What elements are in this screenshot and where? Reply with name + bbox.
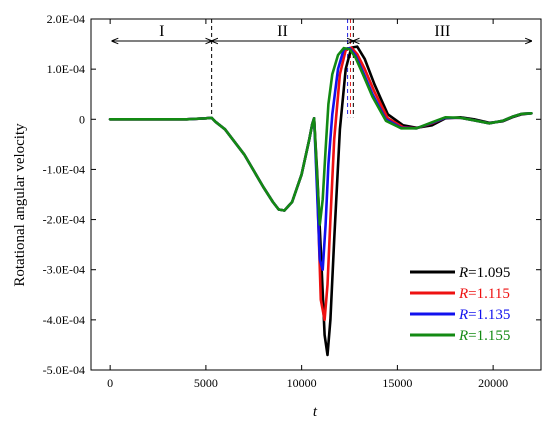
y-tick-label: 1.0E-04 — [47, 62, 85, 76]
region-dividers — [211, 19, 354, 118]
legend-label: R=1.155 — [458, 328, 510, 344]
y-axis-title: Rotational angular velocity — [12, 123, 28, 287]
y-tick-label: -4.0E-04 — [43, 313, 85, 327]
legend-label: R=1.115 — [458, 286, 510, 302]
x-tick-label: 5000 — [194, 376, 218, 390]
region-label: I — [159, 23, 164, 40]
y-tick-label: -5.0E-04 — [43, 363, 85, 377]
y-tick-label: 2.0E-04 — [47, 12, 85, 26]
region-annotations: I II III — [112, 23, 531, 41]
plot-border — [90, 18, 542, 371]
region-label: III — [434, 23, 450, 40]
x-tick-label: 20000 — [478, 376, 508, 390]
legend: R=1.095 R=1.115 R=1.135 R=1.155 — [410, 265, 510, 344]
axis-ticks: 0 5000 10000 15000 20000 2.0E-04 1.0E-04 0 -1.0E… — [43, 12, 541, 390]
x-tick-label: 15000 — [382, 376, 412, 390]
x-axis-title: t — [313, 404, 318, 420]
legend-label: R=1.135 — [458, 307, 510, 323]
x-tick-label: 10000 — [287, 376, 317, 390]
legend-label: R=1.095 — [458, 265, 510, 281]
y-tick-label: -1.0E-04 — [43, 162, 85, 176]
region-label: II — [277, 23, 288, 40]
y-tick-label: 0 — [79, 112, 85, 126]
y-tick-label: -3.0E-04 — [43, 263, 85, 277]
plot-frame — [90, 18, 542, 371]
series-line — [108, 46, 533, 226]
y-tick-label: -2.0E-04 — [43, 213, 85, 227]
x-tick-label: 0 — [107, 376, 113, 390]
series-lines — [108, 45, 533, 357]
